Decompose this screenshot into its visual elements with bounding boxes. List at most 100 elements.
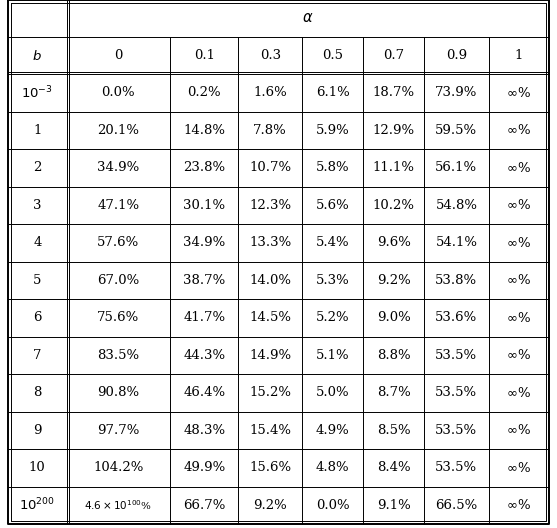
Text: 0.3: 0.3 — [260, 49, 281, 62]
Text: 14.5%: 14.5% — [249, 311, 291, 324]
Text: 0: 0 — [114, 49, 123, 62]
Text: 34.9%: 34.9% — [97, 161, 140, 174]
Text: 41.7%: 41.7% — [183, 311, 226, 324]
Text: 14.0%: 14.0% — [249, 274, 291, 287]
Text: 4.8%: 4.8% — [316, 461, 349, 474]
Text: 0.1: 0.1 — [194, 49, 215, 62]
Text: 7: 7 — [33, 349, 42, 362]
Text: 90.8%: 90.8% — [97, 386, 139, 399]
Text: 9.6%: 9.6% — [377, 236, 411, 249]
Text: $\infty$%: $\infty$% — [506, 86, 531, 100]
Text: $\infty$%: $\infty$% — [506, 123, 531, 137]
Text: $10^{200}$: $10^{200}$ — [19, 497, 55, 514]
Text: $4.6\times10^{100}$%: $4.6\times10^{100}$% — [85, 498, 153, 512]
Text: 0.5: 0.5 — [322, 49, 343, 62]
Text: 9.0%: 9.0% — [377, 311, 411, 324]
Text: 34.9%: 34.9% — [183, 236, 226, 249]
Text: 0.9: 0.9 — [446, 49, 467, 62]
Text: 59.5%: 59.5% — [436, 124, 477, 137]
Text: $\infty$%: $\infty$% — [506, 461, 531, 475]
Text: 8.7%: 8.7% — [377, 386, 411, 399]
Text: 10.2%: 10.2% — [373, 199, 415, 212]
Text: 0.2%: 0.2% — [188, 86, 221, 99]
Text: 1.6%: 1.6% — [253, 86, 287, 99]
Text: 53.5%: 53.5% — [436, 424, 477, 437]
Text: 23.8%: 23.8% — [183, 161, 226, 174]
Text: 73.9%: 73.9% — [435, 86, 477, 99]
Text: 9.2%: 9.2% — [377, 274, 411, 287]
Text: 5.6%: 5.6% — [316, 199, 349, 212]
Text: 2: 2 — [33, 161, 41, 174]
Text: 9.2%: 9.2% — [253, 499, 287, 512]
Text: $\alpha$: $\alpha$ — [302, 12, 314, 25]
Text: 56.1%: 56.1% — [436, 161, 477, 174]
Text: 30.1%: 30.1% — [183, 199, 226, 212]
Text: 8: 8 — [33, 386, 41, 399]
Text: 7.8%: 7.8% — [253, 124, 287, 137]
Text: 10.7%: 10.7% — [249, 161, 291, 174]
Text: $\infty$%: $\infty$% — [506, 498, 531, 512]
Text: 5.8%: 5.8% — [316, 161, 349, 174]
Text: 12.9%: 12.9% — [373, 124, 415, 137]
Text: 0.0%: 0.0% — [101, 86, 135, 99]
Text: 49.9%: 49.9% — [183, 461, 226, 474]
Text: 13.3%: 13.3% — [249, 236, 291, 249]
Text: 8.8%: 8.8% — [377, 349, 411, 362]
Text: 5.1%: 5.1% — [316, 349, 349, 362]
Text: 5.0%: 5.0% — [316, 386, 349, 399]
Text: 53.8%: 53.8% — [436, 274, 477, 287]
Text: $\infty$%: $\infty$% — [506, 348, 531, 362]
Text: 5.3%: 5.3% — [316, 274, 349, 287]
Text: 53.6%: 53.6% — [435, 311, 477, 324]
Text: 15.4%: 15.4% — [249, 424, 291, 437]
Text: 18.7%: 18.7% — [373, 86, 415, 99]
Text: 4: 4 — [33, 236, 41, 249]
Text: 15.2%: 15.2% — [249, 386, 291, 399]
Text: 5.4%: 5.4% — [316, 236, 349, 249]
Text: 66.5%: 66.5% — [435, 499, 477, 512]
Text: 8.4%: 8.4% — [377, 461, 411, 474]
Text: $b$: $b$ — [32, 49, 42, 62]
Text: 5.9%: 5.9% — [316, 124, 349, 137]
Text: $\infty$%: $\infty$% — [506, 274, 531, 287]
Text: $\infty$%: $\infty$% — [506, 235, 531, 250]
Text: $\infty$%: $\infty$% — [506, 423, 531, 437]
Text: 97.7%: 97.7% — [97, 424, 140, 437]
Text: 14.9%: 14.9% — [249, 349, 291, 362]
Text: 57.6%: 57.6% — [97, 236, 140, 249]
Text: 9.1%: 9.1% — [377, 499, 411, 512]
Text: 53.5%: 53.5% — [436, 349, 477, 362]
Text: 11.1%: 11.1% — [373, 161, 415, 174]
Text: 83.5%: 83.5% — [97, 349, 139, 362]
Text: 9: 9 — [33, 424, 42, 437]
Text: 54.1%: 54.1% — [436, 236, 477, 249]
Text: 5.2%: 5.2% — [316, 311, 349, 324]
Text: 46.4%: 46.4% — [183, 386, 226, 399]
Text: 10: 10 — [29, 461, 46, 474]
Text: 6.1%: 6.1% — [316, 86, 349, 99]
Text: 1: 1 — [515, 49, 523, 62]
Text: 6: 6 — [33, 311, 42, 324]
Text: 0.7: 0.7 — [383, 49, 404, 62]
Text: 47.1%: 47.1% — [97, 199, 139, 212]
Text: 1: 1 — [33, 124, 41, 137]
Text: 53.5%: 53.5% — [436, 386, 477, 399]
Text: 66.7%: 66.7% — [183, 499, 226, 512]
Text: 54.8%: 54.8% — [436, 199, 477, 212]
Text: 75.6%: 75.6% — [97, 311, 140, 324]
Text: 38.7%: 38.7% — [183, 274, 226, 287]
Text: 67.0%: 67.0% — [97, 274, 140, 287]
Text: $\infty$%: $\infty$% — [506, 198, 531, 212]
Text: $10^{-3}$: $10^{-3}$ — [21, 84, 53, 101]
Text: 20.1%: 20.1% — [97, 124, 139, 137]
Text: 0.0%: 0.0% — [316, 499, 349, 512]
Text: 12.3%: 12.3% — [249, 199, 291, 212]
Text: 44.3%: 44.3% — [183, 349, 226, 362]
Text: 53.5%: 53.5% — [436, 461, 477, 474]
Text: 14.8%: 14.8% — [183, 124, 226, 137]
Text: $\infty$%: $\infty$% — [506, 386, 531, 400]
Text: 4.9%: 4.9% — [316, 424, 349, 437]
Text: 5: 5 — [33, 274, 41, 287]
Text: $\infty$%: $\infty$% — [506, 161, 531, 175]
Text: 104.2%: 104.2% — [93, 461, 144, 474]
